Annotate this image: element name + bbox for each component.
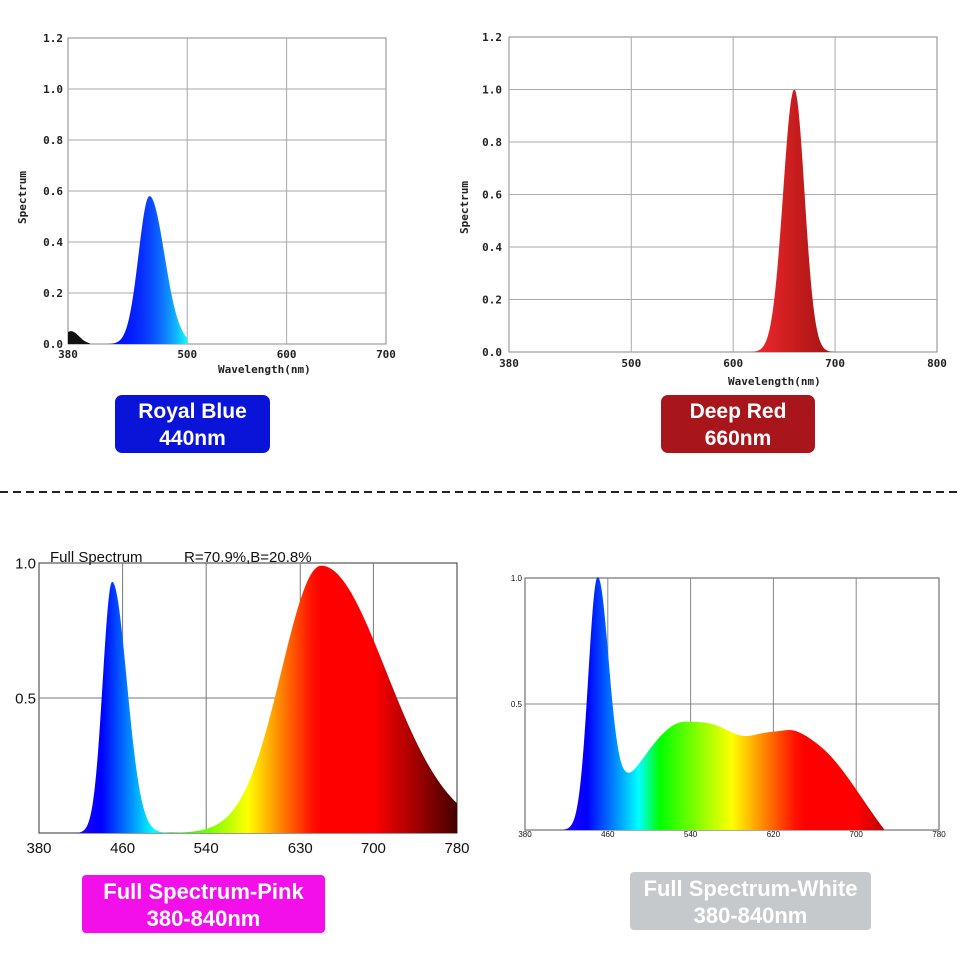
pink-x-tick-label: 540 [194, 840, 219, 857]
white-x-tick-label: 700 [850, 830, 864, 839]
royal-blue-badge-title: Royal Blue [138, 400, 247, 423]
red-y-tick-label: 0.0 [482, 346, 502, 359]
white-x-tick-label: 380 [518, 830, 532, 839]
white-x-tick-label: 460 [601, 830, 615, 839]
royal-blue-badge-wavelength: 440nm [159, 427, 226, 450]
royal-y-tick-label: 0.0 [43, 338, 63, 351]
red-y-tick-label: 0.4 [482, 241, 502, 254]
deep-red-badge-bg [661, 395, 815, 453]
deep-red-badge-title: Deep Red [690, 400, 787, 423]
royal-x-tick-label: 600 [277, 348, 297, 361]
white-y-ticks: 0.5 1.0 [511, 574, 523, 709]
deep-red-badge: Deep Red 660nm [661, 395, 815, 453]
pink-y-ticks: 0.5 1.0 [15, 555, 36, 707]
pink-spectrum-curve [39, 565, 457, 833]
deep-red-y-ticks: 0.0 0.2 0.4 0.6 0.8 1.0 1.2 [482, 31, 502, 359]
deep-red-chart: 380 500 600 700 800 0.0 0.2 0.4 0.6 0.8 1.0 1.2 Wa… [458, 31, 947, 388]
white-badge-title: Full Spectrum-White [644, 876, 858, 901]
royal-y-tick-label: 0.2 [43, 287, 63, 300]
deep-red-spectrum-curve [509, 89, 937, 352]
royal-blue-badge: Royal Blue 440nm [115, 395, 270, 453]
pink-x-tick-label: 630 [288, 840, 313, 857]
deep-red-y-axis-label: Spectrum [458, 181, 471, 234]
red-x-tick-label: 600 [723, 357, 743, 370]
royal-blue-y-ticks: 0.0 0.2 0.4 0.6 0.8 1.0 1.2 [43, 32, 63, 351]
red-y-tick-label: 0.8 [482, 136, 502, 149]
royal-y-tick-label: 0.6 [43, 185, 63, 198]
white-badge-bg [630, 872, 871, 930]
royal-y-tick-label: 0.4 [43, 236, 63, 249]
pink-y-tick-label: 1.0 [15, 555, 36, 572]
royal-y-tick-label: 1.2 [43, 32, 63, 45]
white-x-tick-label: 620 [767, 830, 781, 839]
pink-x-tick-label: 380 [26, 840, 51, 857]
red-y-tick-label: 0.6 [482, 188, 502, 201]
white-spectrum-curve [525, 577, 939, 830]
pink-badge-title: Full Spectrum-Pink [103, 879, 304, 904]
royal-blue-grid [67, 37, 387, 345]
deep-red-x-axis-label: Wavelength(nm) [728, 375, 821, 388]
white-x-ticks: 380 460 540 620 700 780 [518, 830, 946, 839]
red-x-tick-label: 700 [825, 357, 845, 370]
white-x-tick-label: 780 [932, 830, 946, 839]
royal-blue-y-axis-label: Spectrum [16, 171, 29, 224]
red-y-tick-label: 1.0 [482, 83, 502, 96]
red-x-tick-label: 500 [621, 357, 641, 370]
royal-x-tick-label: 380 [58, 348, 78, 361]
pink-badge-bg [82, 875, 325, 933]
full-spectrum-white-chart: 380 460 540 620 700 780 0.5 1.0 [511, 574, 946, 839]
full-spectrum-pink-chart: 380 460 540 630 700 780 0.51.0 Full Spectrum … [15, 549, 469, 857]
royal-y-tick-label: 0.8 [43, 134, 63, 147]
deep-red-badge-wavelength: 660nm [705, 427, 772, 450]
royal-blue-chart: 380 500 600 700 0.0 0.2 0.4 0.6 0.8 1.0 1.2 Wavel… [16, 32, 396, 376]
royal-y-tick-label: 1.0 [43, 83, 63, 96]
red-y-tick-label: 0.2 [482, 293, 502, 306]
white-badge-range: 380-840nm [694, 903, 808, 928]
pink-chart-title: Full Spectrum [50, 549, 143, 566]
pink-badge-range: 380-840nm [147, 906, 261, 931]
royal-blue-spectrum-curve [68, 196, 188, 344]
pink-badge: Full Spectrum-Pink 380-840nm [82, 875, 325, 933]
royal-blue-x-ticks: 380 500 600 700 [58, 348, 396, 361]
royal-blue-x-axis-label: Wavelength(nm) [218, 363, 311, 376]
pink-x-tick-label: 700 [361, 840, 386, 857]
pink-ratio-annotation: R=70.9%,B=20.8% [184, 549, 312, 566]
deep-red-grid [508, 36, 938, 353]
red-y-tick-label: 1.2 [482, 31, 502, 44]
pink-x-tick-label: 780 [444, 840, 469, 857]
royal-x-tick-label: 700 [376, 348, 396, 361]
white-y-tick-label: 0.5 [511, 700, 523, 709]
deep-red-x-ticks: 380 500 600 700 800 [499, 357, 947, 370]
royal-x-tick-label: 500 [177, 348, 197, 361]
red-x-tick-label: 380 [499, 357, 519, 370]
royal-blue-badge-bg [115, 395, 270, 453]
white-badge: Full Spectrum-White 380-840nm [630, 872, 871, 930]
white-y-tick-label: 1.0 [511, 574, 523, 583]
white-x-tick-label: 540 [684, 830, 698, 839]
pink-x-ticks: 380 460 540 630 700 780 [26, 840, 469, 857]
red-x-tick-label: 800 [927, 357, 947, 370]
pink-x-tick-label: 460 [110, 840, 135, 857]
pink-y-tick-label: 0.5 [15, 690, 36, 707]
royal-blue-uv-tail [68, 331, 90, 344]
